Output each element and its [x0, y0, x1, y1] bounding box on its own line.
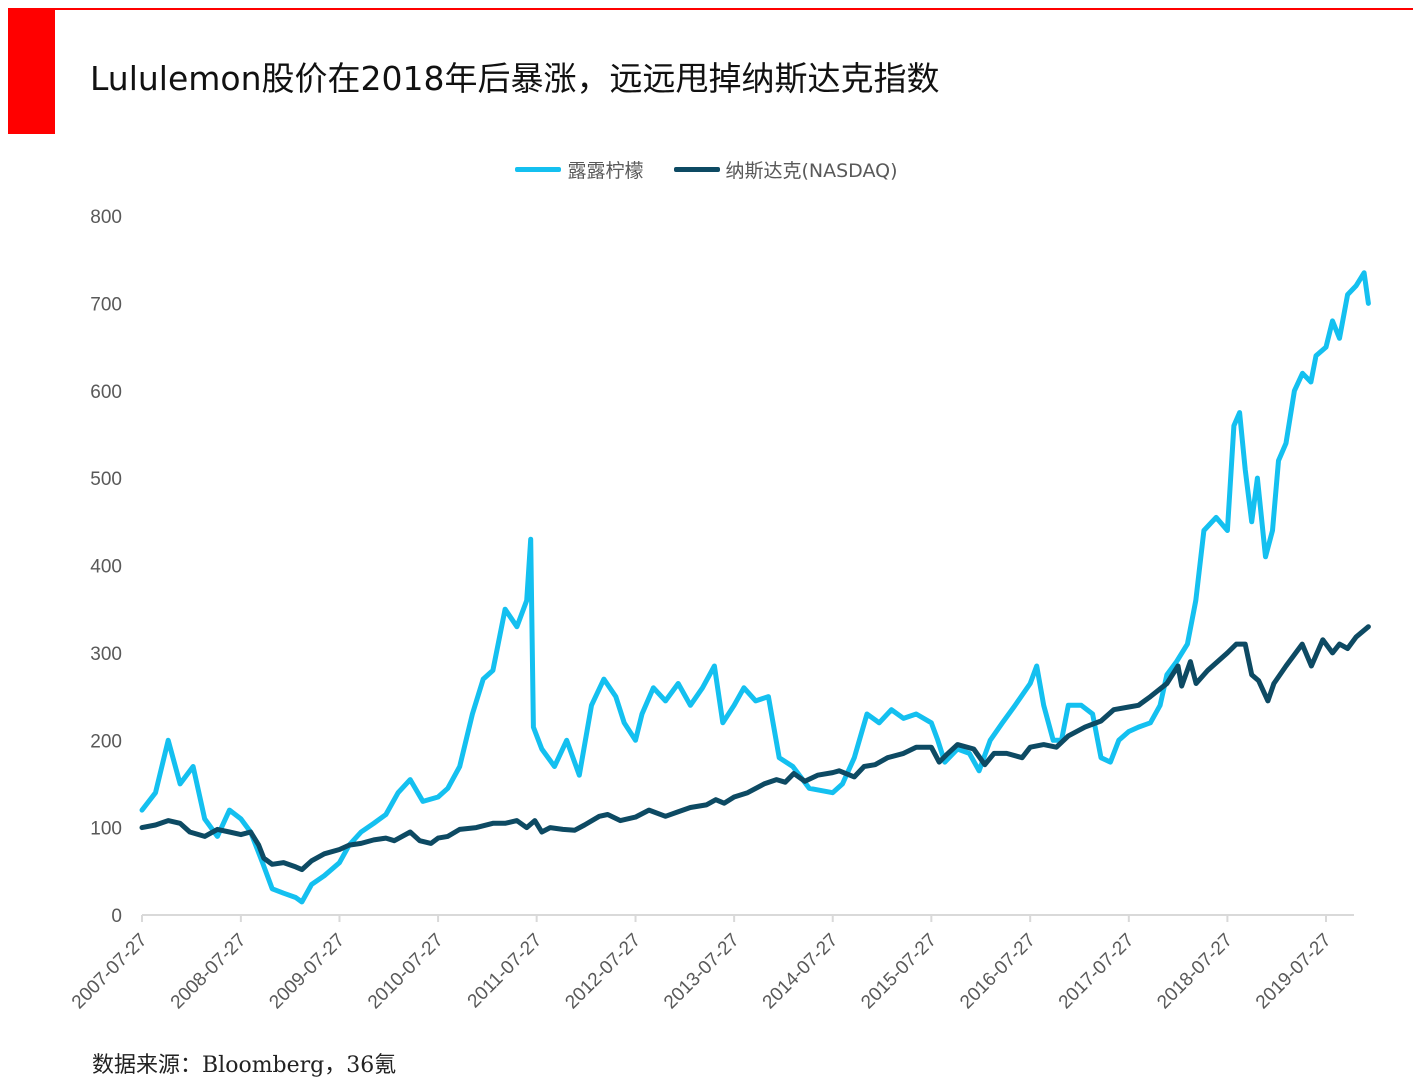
series-lines [139, 270, 1371, 905]
x-tick-label-10: 2017-07-27 [1055, 930, 1139, 1014]
y-tick-label-3: 300 [90, 644, 122, 665]
x-axis-ticks: 2007-07-27 2008-07-27 2009-07-27 2010-07-27… [68, 915, 1336, 1013]
y-tick-label-5: 500 [90, 469, 122, 490]
source-note: 数据来源：Bloomberg，36氪 [92, 1053, 397, 1078]
y-tick-label-2: 200 [90, 731, 122, 752]
chart-title: Lululemon股价在2018年后暴涨，远远甩掉纳斯达克指数 [90, 59, 940, 98]
legend-label-nasdaq: 纳斯达克(NASDAQ) [725, 160, 898, 182]
y-tick-label-4: 400 [90, 557, 122, 578]
x-tick-label-3: 2010-07-27 [364, 930, 448, 1014]
y-tick-label-8: 800 [90, 207, 122, 228]
line-chart: 0 100 200 300 400 500 600 700 800 2007-07-27 2008… [68, 207, 1371, 1013]
x-tick-label-9: 2016-07-27 [956, 930, 1040, 1014]
title-accent-block [8, 8, 55, 134]
top-red-rule [8, 8, 1413, 10]
x-tick-label-11: 2018-07-27 [1153, 930, 1237, 1014]
y-tick-label-1: 100 [90, 819, 122, 840]
legend-swatch-nasdaq [673, 167, 720, 172]
x-tick-label-4: 2011-07-27 [464, 930, 547, 1013]
legend-item-lululemon: 露露柠檬 [515, 156, 644, 183]
x-tick-label-8: 2015-07-27 [857, 930, 941, 1014]
x-tick-label-1: 2008-07-27 [167, 930, 251, 1014]
x-tick-label-2: 2009-07-27 [265, 930, 349, 1014]
legend-swatch-lululemon [515, 167, 562, 172]
x-tick-label-12: 2019-07-27 [1252, 930, 1336, 1014]
series-line-nasdaq [139, 624, 1371, 873]
y-tick-label-0: 0 [111, 906, 122, 927]
y-tick-label-7: 700 [90, 294, 122, 315]
legend-item-nasdaq: 纳斯达克(NASDAQ) [673, 156, 898, 183]
x-tick-label-6: 2013-07-27 [660, 930, 744, 1014]
x-tick-label-0: 2007-07-27 [68, 930, 152, 1014]
y-axis-ticks: 0 100 200 300 400 500 600 700 800 [90, 207, 122, 927]
x-tick-label-7: 2014-07-27 [759, 930, 843, 1014]
legend-label-lululemon: 露露柠檬 [567, 160, 644, 182]
x-tick-label-5: 2012-07-27 [561, 930, 645, 1014]
legend: 露露柠檬 纳斯达克(NASDAQ) [0, 156, 1413, 183]
y-tick-label-6: 600 [90, 382, 122, 403]
series-line-lululemon [139, 270, 1371, 905]
